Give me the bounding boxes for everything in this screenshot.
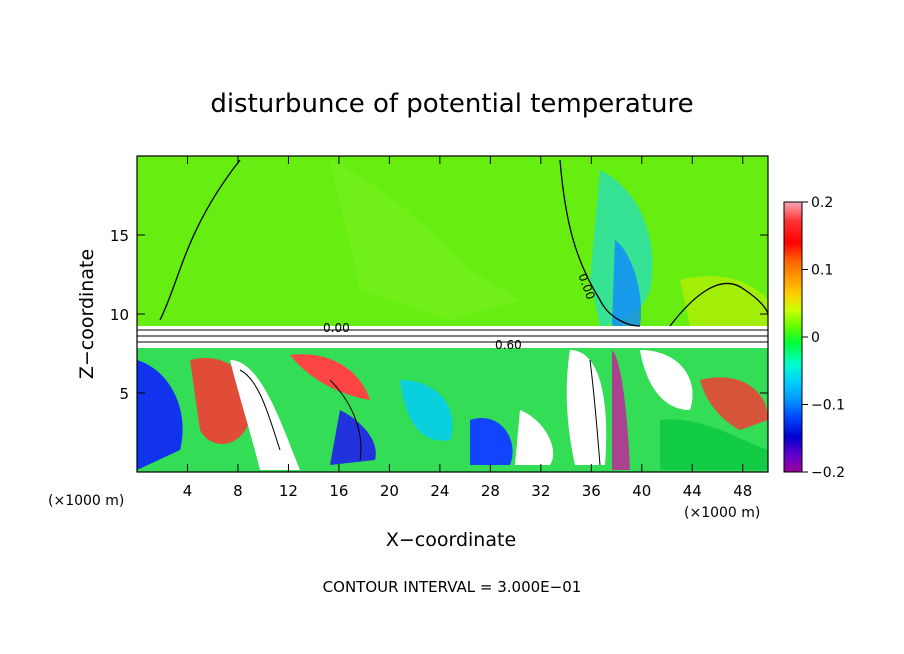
x-tick-label: 16 bbox=[329, 482, 348, 500]
lower-green-band bbox=[660, 419, 768, 470]
x-unit-right: (×1000 m) bbox=[684, 505, 760, 521]
y-axis-ticks: 5 10 15 bbox=[110, 227, 768, 403]
contour-line-2 bbox=[559, 159, 641, 327]
colorbar-tick-label: 0 bbox=[811, 330, 820, 346]
colorbar-ticks: 0.2 0.1 0 −0.1 −0.2 bbox=[802, 195, 845, 481]
lower-white-3 bbox=[566, 350, 607, 465]
x-tick-label: 48 bbox=[733, 482, 752, 500]
x-tick-label: 40 bbox=[632, 482, 651, 500]
colorbar-tick-label: 0.1 bbox=[811, 263, 833, 279]
heatmap-field bbox=[137, 156, 768, 472]
x-tick-label: 4 bbox=[183, 482, 193, 500]
x-tick-label: 44 bbox=[683, 482, 702, 500]
y-tick-label: 15 bbox=[110, 227, 129, 245]
interface-band bbox=[137, 326, 768, 348]
x-tick-label: 24 bbox=[430, 482, 449, 500]
upper-anomaly bbox=[330, 160, 520, 320]
contour-interval-note: CONTOUR INTERVAL = 3.000E−01 bbox=[323, 578, 582, 596]
contour-label-1: 0.00 bbox=[323, 321, 350, 335]
x-tick-label: 36 bbox=[582, 482, 601, 500]
upper-warm-patch bbox=[680, 276, 768, 326]
lower-red-3 bbox=[700, 377, 768, 430]
lower-cyan-1 bbox=[400, 380, 453, 441]
lower-magenta-column bbox=[612, 350, 630, 470]
lower-blue-3 bbox=[470, 418, 513, 465]
x-tick-label: 8 bbox=[233, 482, 243, 500]
contour-label-2: 0.60 bbox=[495, 338, 522, 352]
lower-red-2 bbox=[290, 354, 370, 400]
lower-white-1 bbox=[230, 360, 300, 470]
colorbar-tick-label: 0.2 bbox=[811, 195, 833, 211]
colorbar-tick-label: −0.2 bbox=[811, 465, 845, 481]
upper-cold-core bbox=[612, 240, 641, 326]
lower-blue-left bbox=[137, 360, 183, 470]
lower-white-4 bbox=[640, 350, 693, 410]
y-axis-label: Z−coordinate bbox=[76, 249, 98, 379]
x-tick-label: 32 bbox=[531, 482, 550, 500]
chart-title: disturbunce of potential temperature bbox=[210, 89, 693, 119]
x-axis-ticks: 4 8 12 16 20 24 28 32 36 40 44 48 bbox=[183, 156, 752, 500]
lower-blue-2 bbox=[330, 410, 376, 465]
y-tick-label: 5 bbox=[119, 385, 129, 403]
x-tick-label: 28 bbox=[481, 482, 500, 500]
x-unit-left: (×1000 m) bbox=[48, 493, 124, 509]
y-tick-label: 10 bbox=[110, 306, 129, 324]
contour-line-3 bbox=[669, 283, 768, 327]
lower-contours bbox=[239, 359, 601, 466]
interface-contours bbox=[137, 329, 768, 343]
lower-white-2 bbox=[515, 410, 554, 465]
x-axis-label: X−coordinate bbox=[386, 529, 516, 551]
colorbar-tick-label: −0.1 bbox=[811, 398, 845, 414]
colorbar bbox=[783, 201, 803, 473]
x-tick-label: 20 bbox=[380, 482, 399, 500]
contour-line-1 bbox=[159, 159, 241, 321]
x-tick-label: 12 bbox=[279, 482, 298, 500]
